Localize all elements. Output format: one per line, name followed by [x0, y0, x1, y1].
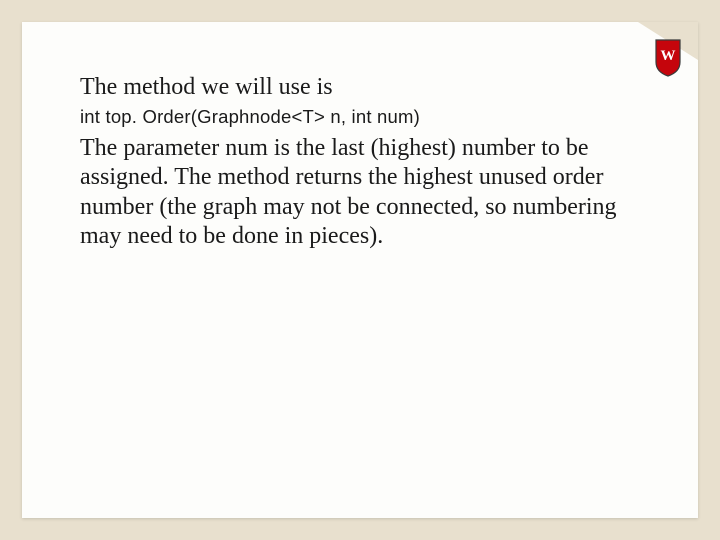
intro-text: The method we will use is — [80, 72, 640, 102]
svg-text:W: W — [661, 48, 676, 64]
method-signature: int top. Order(Graphnode<T> n, int num) — [80, 106, 640, 128]
slide-content: The method we will use is int top. Order… — [80, 72, 640, 251]
slide-panel: The method we will use is int top. Order… — [22, 22, 698, 518]
body-paragraph: The parameter num is the last (highest) … — [80, 134, 640, 251]
wisconsin-crest-icon: W — [654, 38, 682, 78]
